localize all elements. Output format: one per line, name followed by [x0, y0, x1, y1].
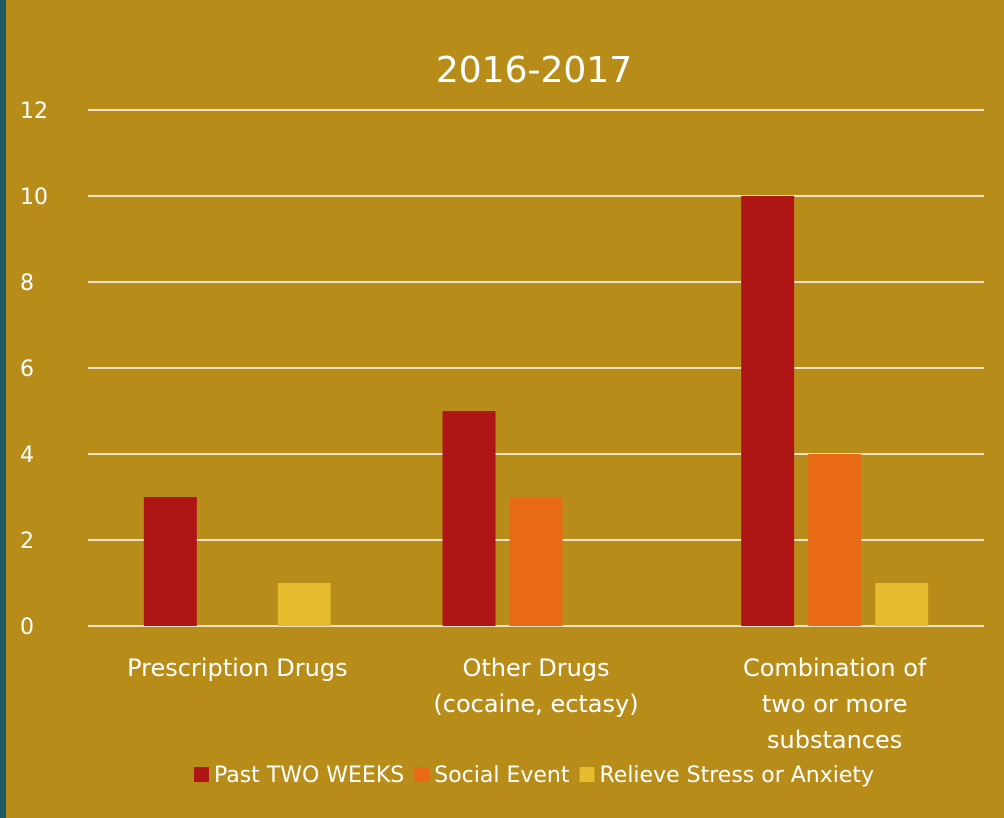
- legend-item: Social Event: [414, 763, 570, 788]
- bar: [509, 497, 563, 626]
- legend-item: Past TWO WEEKS: [193, 763, 404, 788]
- legend-swatch: [193, 767, 209, 782]
- bar: [143, 497, 197, 626]
- y-tick-label: 8: [20, 271, 34, 296]
- category-label: Other Drugs: [462, 654, 609, 682]
- y-tick-label: 2: [20, 529, 34, 554]
- legend-item: Relieve Stress or Anxiety: [579, 763, 874, 788]
- category-label: Prescription Drugs: [127, 654, 348, 682]
- bar-chart: 2016-2017 0 2 4 6 8 10 12 Prescription Drugs Ot…: [20, 50, 984, 788]
- bar: [277, 583, 331, 626]
- legend-label: Past TWO WEEKS: [214, 763, 404, 788]
- category-label: (cocaine, ectasy): [433, 690, 638, 718]
- category-label: Combination of: [743, 654, 927, 682]
- y-tick-label: 4: [20, 443, 34, 468]
- bar: [442, 411, 496, 626]
- chart-panel: 2016-2017 0 2 4 6 8 10 12 Prescription Drugs Ot…: [6, 0, 1004, 818]
- category-label: two or more: [762, 690, 908, 718]
- gridlines: [88, 109, 984, 627]
- legend-swatch: [579, 767, 595, 782]
- y-tick-label: 10: [20, 185, 48, 210]
- bars: [143, 196, 929, 626]
- bar: [808, 454, 862, 626]
- legend-swatch: [414, 767, 430, 782]
- category-labels: Prescription Drugs Other Drugs (cocaine, e…: [127, 654, 927, 754]
- bar: [875, 583, 929, 626]
- legend-label: Social Event: [434, 763, 570, 788]
- y-tick-label: 6: [20, 357, 34, 382]
- chart-title: 2016-2017: [436, 50, 632, 91]
- y-tick-label: 12: [20, 99, 48, 124]
- legend: Past TWO WEEKS Social Event Relieve Stress…: [193, 763, 874, 788]
- legend-label: Relieve Stress or Anxiety: [599, 763, 874, 788]
- bar: [741, 196, 795, 626]
- y-axis-ticks: 0 2 4 6 8 10 12: [20, 99, 48, 640]
- y-tick-label: 0: [20, 615, 34, 640]
- category-label: substances: [767, 726, 902, 754]
